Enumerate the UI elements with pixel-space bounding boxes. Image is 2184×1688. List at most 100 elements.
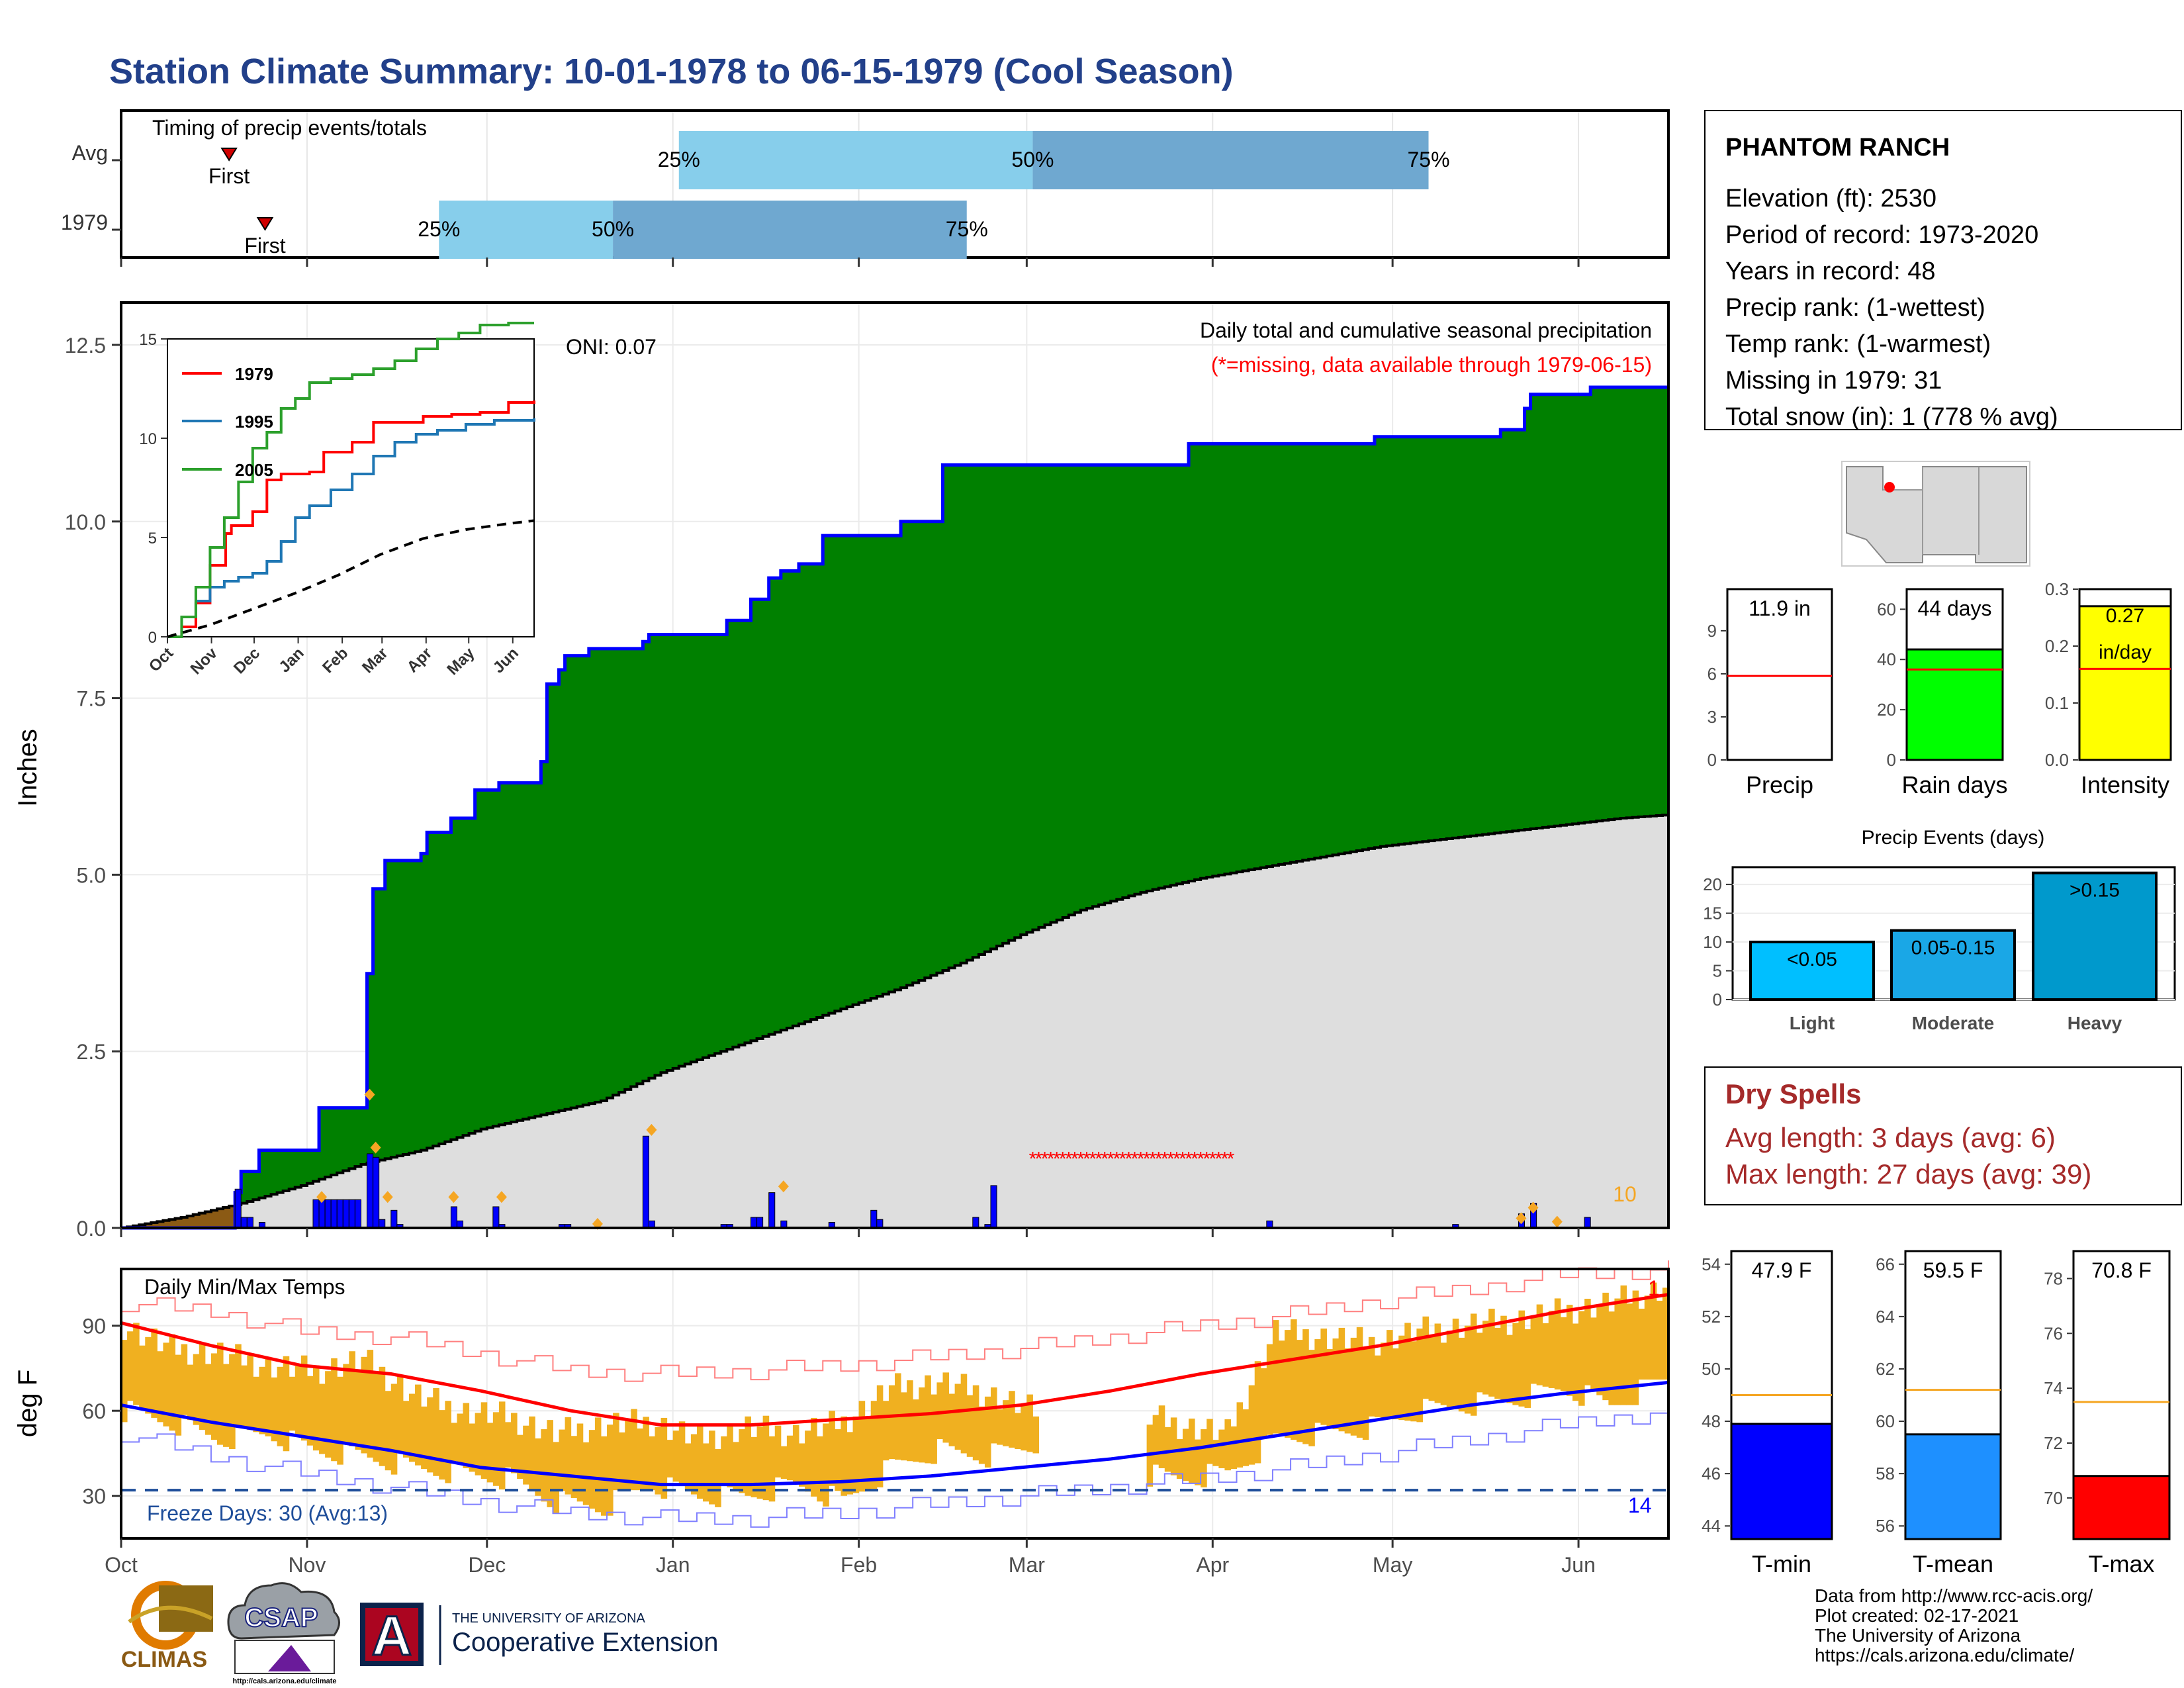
daily-temp-bar xyxy=(786,1435,794,1481)
climas-logo-swoosh xyxy=(128,1605,213,1624)
daily-precip-bar xyxy=(990,1185,997,1229)
daily-temp-bar xyxy=(1381,1342,1387,1418)
daily-temp-bar xyxy=(907,1380,913,1462)
daily-temp-bar xyxy=(1212,1440,1219,1466)
timing-label-50-1979: 50% xyxy=(592,217,634,241)
precip-y-tick-label-0: 0 xyxy=(1707,750,1717,770)
inset-x-tick-label-4: Feb xyxy=(319,644,351,677)
daily-temp-bar xyxy=(594,1417,602,1513)
daily-temp-bar xyxy=(841,1416,848,1496)
temperature-summary-bars: 44 46 48 50 52 54 47.9 F T-min 56 58 60 62 64 66 59.5 … xyxy=(1702,1250,2171,1577)
daily-temp-bar xyxy=(876,1385,884,1487)
inset-x-tick-label-1: Nov xyxy=(187,644,222,679)
page-title: Station Climate Summary: 10-01-1978 to 0… xyxy=(109,52,1234,91)
inset-series-lines xyxy=(167,322,535,638)
daily-temp-bar xyxy=(727,1423,733,1487)
daily-precip-bar xyxy=(972,1217,979,1229)
daily-temp-bar xyxy=(385,1391,392,1471)
daily-temp-bar xyxy=(1650,1282,1657,1380)
daily-temp-bar xyxy=(445,1401,451,1483)
precip-y-tick-label-1: 2.5 xyxy=(77,1040,106,1064)
daily-temp-bar xyxy=(1608,1311,1615,1405)
daily-precip-bars xyxy=(234,1135,1591,1229)
inset-x-tick-label-6: Apr xyxy=(404,644,435,676)
daily-temp-bar xyxy=(1368,1336,1375,1417)
daily-temp-bar xyxy=(631,1409,637,1491)
events-bar-label-moderate: 0.05-0.15 xyxy=(1911,937,1995,959)
precip-bar xyxy=(1726,588,1833,761)
daily-temp-bar xyxy=(169,1334,176,1431)
dry-spells-box: Dry Spells Avg length: 3 days (avg: 6) M… xyxy=(1704,1066,2182,1205)
daily-precip-marker xyxy=(382,1191,393,1203)
daily-precip-bar xyxy=(318,1199,326,1229)
daily-precip-markers xyxy=(316,1088,1563,1230)
record-max-line xyxy=(121,1260,1669,1382)
month-label-Feb: Feb xyxy=(841,1553,877,1577)
daily-temp-bar xyxy=(829,1411,835,1486)
daily-temp-bar xyxy=(1032,1416,1039,1454)
station-name: PHANTOM RANCH xyxy=(1725,134,1950,162)
csap-logo: CSAP http://cals.arizona.edu/climate xyxy=(227,1582,340,1685)
climas-logo-text: CLIMAS xyxy=(121,1647,207,1672)
missing-day-mark: * xyxy=(1208,1148,1216,1170)
daily-temp-bar xyxy=(193,1354,200,1425)
rain-days-panel: 0 20 40 60 44 days Rain days xyxy=(1877,588,2008,798)
daily-temp-bar xyxy=(181,1344,188,1415)
missing-day-mark: * xyxy=(1155,1148,1163,1170)
daily-precip-marker xyxy=(316,1191,328,1203)
tmean-value-label: 59.5 F xyxy=(1923,1258,1983,1282)
missing-day-mark: * xyxy=(1053,1148,1061,1170)
daily-temp-bar xyxy=(547,1420,553,1507)
tmean-axis-label: T-mean xyxy=(1913,1550,1993,1577)
daily-precip-bar xyxy=(450,1206,457,1229)
daily-temp-bar xyxy=(1620,1285,1627,1405)
daily-precip-bar xyxy=(870,1209,878,1229)
daily-temp-bar xyxy=(780,1446,788,1479)
daily-temp-bar xyxy=(684,1443,692,1491)
daily-temp-bar xyxy=(486,1423,494,1483)
csap-mountain-icon xyxy=(268,1645,311,1671)
daily-temp-bar xyxy=(637,1428,643,1491)
daily-temp-bar xyxy=(1152,1415,1160,1465)
daily-temp-bar xyxy=(511,1413,518,1474)
daily-temp-bar xyxy=(984,1396,991,1468)
daily-temp-bar xyxy=(355,1370,361,1450)
missing-day-mark: * xyxy=(1137,1148,1145,1170)
tmin-y-tick-label-1: 46 xyxy=(1702,1464,1721,1483)
daily-temp-bar xyxy=(498,1401,506,1490)
missing-day-mark: * xyxy=(1035,1148,1043,1170)
daily-temp-bar xyxy=(1416,1328,1423,1423)
daily-temp-bar xyxy=(325,1371,332,1458)
daily-temp-bar xyxy=(1477,1333,1483,1393)
missing-day-mark: * xyxy=(1191,1148,1199,1170)
daily-temp-bar xyxy=(846,1432,854,1495)
daily-precip-marker xyxy=(1516,1212,1527,1225)
daily-temp-bar xyxy=(1314,1339,1321,1423)
timing-first-label-1979: First xyxy=(244,234,285,258)
daily-temp-bar xyxy=(157,1351,163,1423)
daily-temp-bar xyxy=(858,1401,866,1492)
daily-temp-bar xyxy=(1218,1429,1225,1468)
daily-temp-bar xyxy=(1015,1413,1021,1450)
timing-label-50-avg: 50% xyxy=(1011,148,1054,171)
daily-temp-bar xyxy=(1206,1419,1213,1464)
timing-bars: 25%50%75%FirstLast25%50%75%FirstLast xyxy=(208,131,2097,259)
daily-temp-bar xyxy=(799,1443,805,1487)
tmax-y-tick-label-4: 78 xyxy=(2044,1268,2063,1288)
ua-logo-block xyxy=(360,1603,424,1666)
temp-y-tick-label-1: 60 xyxy=(82,1399,106,1423)
daily-temp-range-bars xyxy=(121,1282,1669,1516)
tmean-y-tick-label-5: 66 xyxy=(1876,1254,1895,1274)
daily-temp-bar xyxy=(913,1399,919,1462)
daily-temp-bar xyxy=(1392,1348,1399,1420)
missing-day-mark: * xyxy=(1203,1148,1210,1170)
daily-temp-bar xyxy=(133,1323,140,1405)
daily-temp-bar xyxy=(960,1374,968,1454)
tmean-y-tick-label-2: 60 xyxy=(1876,1411,1895,1431)
daily-temp-bar xyxy=(517,1434,523,1479)
daily-temp-bar xyxy=(337,1376,343,1465)
daily-temp-bar xyxy=(1266,1344,1273,1435)
missing-day-mark: * xyxy=(1149,1148,1157,1170)
record-low-count: 14 xyxy=(1628,1493,1652,1517)
tmax-y-tick-label-3: 76 xyxy=(2044,1323,2063,1343)
